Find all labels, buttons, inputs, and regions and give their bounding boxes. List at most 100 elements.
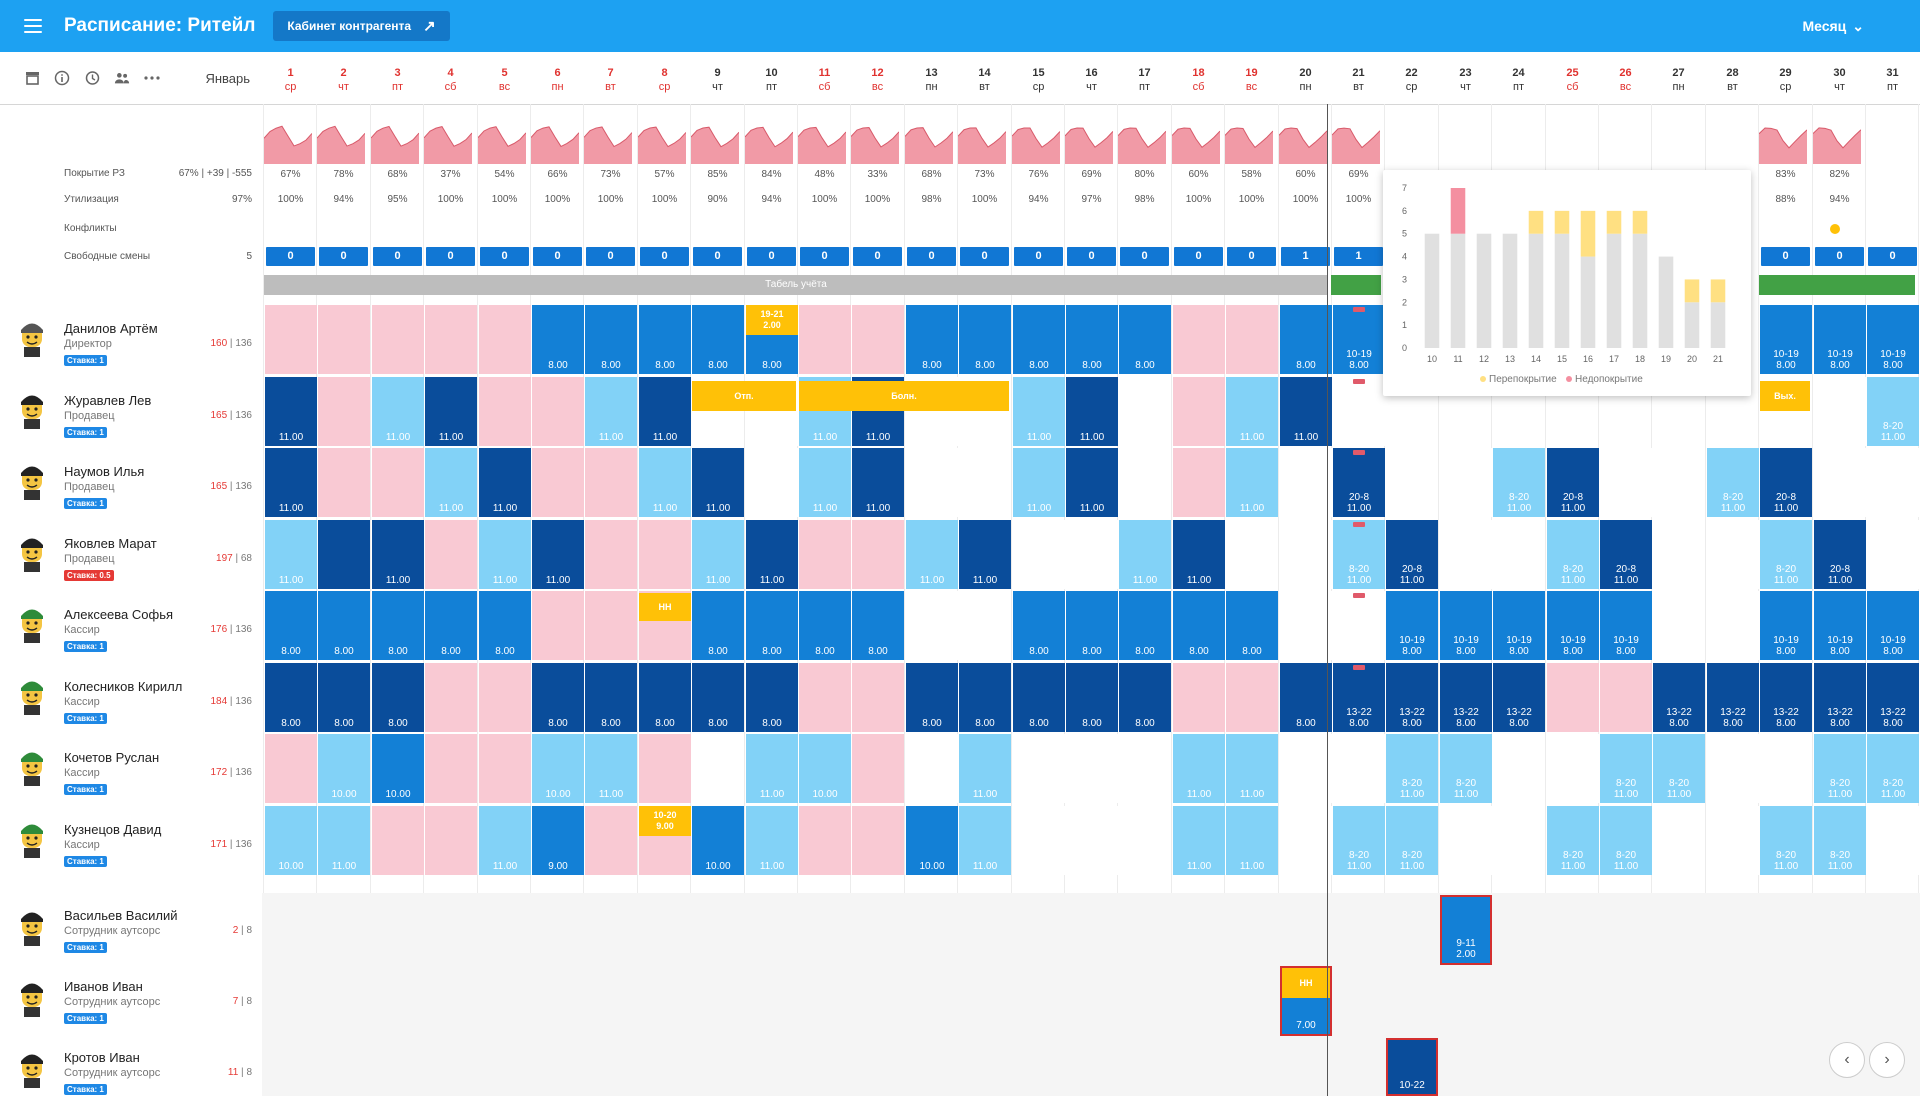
shift-cell[interactable]	[852, 305, 904, 374]
shift-cell[interactable]: 11.00	[746, 519, 798, 589]
shift-cell[interactable]: 11.00	[479, 519, 531, 589]
shift-cell[interactable]: 10-19 8.00	[1867, 305, 1919, 374]
shift-cell[interactable]: 13-22 8.00	[1707, 662, 1759, 732]
free-shift-box[interactable]: 0	[640, 247, 689, 266]
counterparty-cabinet-button[interactable]: Кабинет контрагента ↗	[273, 11, 450, 41]
shift-cell[interactable]: 11.00	[639, 448, 691, 517]
shift-cell[interactable]: 8.00	[1280, 662, 1332, 732]
shift-cell[interactable]: 8.00	[532, 662, 584, 732]
shift-cell[interactable]: 8.00	[692, 662, 744, 732]
shift-cell[interactable]: 8.00	[372, 662, 424, 732]
shift-cell[interactable]: 10-19 8.00	[1814, 305, 1866, 374]
shift-cell[interactable]	[959, 591, 1011, 660]
shift-cell[interactable]: 11.00	[1066, 448, 1118, 517]
employee-name[interactable]: Алексеева Софья	[64, 607, 174, 622]
shift-cell[interactable]: 10.00	[318, 734, 370, 803]
shift-cell[interactable]: 10-19 8.00	[1814, 591, 1866, 660]
free-shift-box[interactable]: 0	[1014, 247, 1063, 266]
shift-cell[interactable]	[1333, 376, 1385, 446]
shift-cell[interactable]	[852, 734, 904, 803]
shift-cell[interactable]: 11.00	[852, 448, 904, 517]
shift-cell[interactable]	[532, 448, 584, 517]
timesheet-bar[interactable]: Табель учёта	[264, 275, 1328, 295]
day-header-1[interactable]: 1 ср	[284, 67, 297, 93]
shift-cell[interactable]	[906, 734, 958, 803]
day-header-9[interactable]: 9 чт	[712, 67, 723, 93]
shift-cell[interactable]	[1226, 305, 1278, 374]
day-header-14[interactable]: 14 вт	[978, 67, 991, 93]
shift-cell[interactable]	[318, 519, 370, 589]
shift-cell[interactable]	[799, 662, 851, 732]
shift-cell[interactable]: 8-20 11.00	[1600, 805, 1652, 875]
shift-cell[interactable]: 8-20 11.00	[1386, 805, 1438, 875]
day-header-26[interactable]: 26 вс	[1619, 67, 1632, 93]
free-shift-box[interactable]: 0	[373, 247, 422, 266]
day-header-24[interactable]: 24 пт	[1512, 67, 1525, 93]
shift-cell[interactable]: 8-20 11.00	[1760, 805, 1812, 875]
shift-cell[interactable]	[1493, 734, 1545, 803]
free-shift-box[interactable]: 0	[693, 247, 742, 266]
team-icon[interactable]	[114, 70, 130, 86]
employee-name[interactable]: Кочетов Руслан	[64, 750, 160, 765]
shift-cell[interactable]: 8.00	[585, 305, 637, 374]
shift-cell[interactable]: 8.00	[906, 305, 958, 374]
shift-cell[interactable]: 8.00	[639, 662, 691, 732]
employee-name[interactable]: Колесников Кирилл	[64, 678, 183, 694]
free-shift-box[interactable]: 0	[319, 247, 368, 266]
day-header-20[interactable]: 20 пн	[1299, 67, 1312, 93]
shift-cell[interactable]: 11.00	[959, 734, 1011, 803]
shift-cell[interactable]: 8-20 11.00	[1814, 805, 1866, 875]
free-shift-box[interactable]: 0	[1120, 247, 1169, 266]
shift-cell[interactable]	[906, 448, 958, 517]
shift-cell[interactable]: 8.00	[959, 305, 1011, 374]
shift-cell[interactable]: 8.00	[799, 591, 851, 660]
shift-special[interactable]: 10-20 9.00	[639, 805, 691, 836]
period-bar-green-2[interactable]	[1759, 275, 1915, 295]
shift-cell[interactable]: 8.00	[1119, 305, 1171, 374]
vacation-bar[interactable]: Отп.	[692, 380, 796, 411]
period-bar-green[interactable]	[1331, 275, 1381, 295]
shift-cell[interactable]	[1066, 805, 1118, 875]
shift-cell[interactable]: 11.00	[1119, 519, 1171, 589]
shift-cell[interactable]	[479, 734, 531, 803]
shift-cell[interactable]: 8-20 11.00	[1493, 448, 1545, 517]
shift-cell[interactable]: 8-20 11.00	[1867, 376, 1919, 446]
shift-cell[interactable]	[1173, 448, 1225, 517]
day-header-16[interactable]: 16 чт	[1085, 67, 1098, 93]
shift-cell[interactable]: 10.00	[692, 805, 744, 875]
shift-cell[interactable]	[585, 805, 637, 875]
shift-cell[interactable]: 11.00	[1013, 376, 1065, 446]
shift-cell[interactable]	[1867, 805, 1919, 875]
shift-cell[interactable]	[1653, 519, 1705, 589]
shift-cell[interactable]: 8.00	[265, 591, 317, 660]
free-shift-box[interactable]: 0	[586, 247, 635, 266]
absence-badge[interactable]: НН	[639, 593, 691, 621]
shift-cell[interactable]	[1013, 519, 1065, 589]
shift-cell[interactable]: 20-8 11.00	[1333, 448, 1385, 517]
shift-cell[interactable]	[639, 734, 691, 803]
day-header-2[interactable]: 2 чт	[338, 67, 349, 93]
shift-cell[interactable]	[1173, 376, 1225, 446]
shift-cell[interactable]	[1066, 519, 1118, 589]
menu-icon[interactable]	[24, 19, 42, 33]
shift-cell[interactable]: 8-20 11.00	[1653, 734, 1705, 803]
info-icon[interactable]	[54, 70, 70, 86]
day-header-4[interactable]: 4 сб	[444, 67, 457, 93]
shift-cell[interactable]: 11.00	[692, 448, 744, 517]
shift-cell[interactable]	[585, 448, 637, 517]
shift-cell[interactable]: 11.00	[799, 448, 851, 517]
shift-cell[interactable]: 8.00	[585, 662, 637, 732]
free-shift-box[interactable]: 0	[1067, 247, 1116, 266]
shift-cell[interactable]	[1226, 519, 1278, 589]
shift-cell[interactable]: 8-20 11.00	[1707, 448, 1759, 517]
free-shift-box[interactable]: 0	[1761, 247, 1810, 266]
shift-cell[interactable]: 11.00	[692, 519, 744, 589]
shift-cell[interactable]: 8-20 11.00	[1600, 734, 1652, 803]
shift-cell[interactable]: 11.00	[959, 805, 1011, 875]
day-header-11[interactable]: 11 сб	[818, 67, 831, 93]
day-header-22[interactable]: 22 ср	[1405, 67, 1418, 93]
shift-cell[interactable]: 8.00	[906, 662, 958, 732]
shift-cell[interactable]: 8.00	[1119, 591, 1171, 660]
free-shift-box[interactable]: 0	[1227, 247, 1276, 266]
shift-cell[interactable]	[799, 519, 851, 589]
